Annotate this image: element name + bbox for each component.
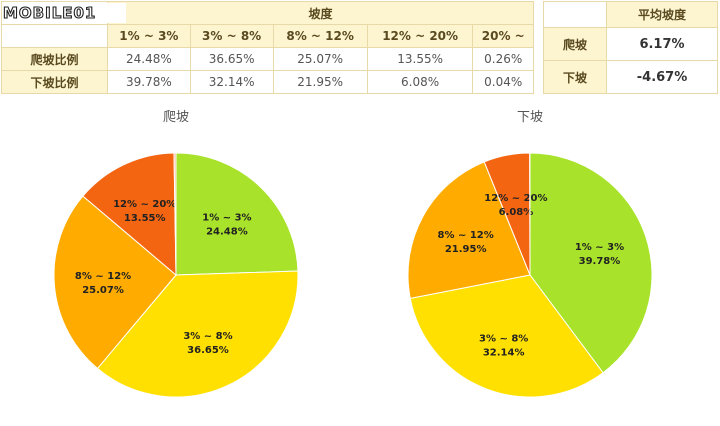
slice-category-label: 12% ~ 20% <box>484 193 547 204</box>
table-cell: 0.04% <box>472 70 534 94</box>
slice-value-label: 6.08% <box>499 207 534 218</box>
slice-value-label: 36.65% <box>187 345 229 356</box>
slice-value-label: 39.78% <box>579 256 621 267</box>
pie-slice <box>53 195 177 370</box>
slope-table: 坡度 1% ~ 3% 3% ~ 8% 8% ~ 12% 12% ~ 20% 20… <box>1 1 534 94</box>
pie-chart-2: 下坡 1% ~ 3% 39.78% 3% ~ 8% 32.14% 8% ~ 12% 21.9… <box>407 110 653 398</box>
slice-category-label: 1% ~ 3% <box>202 212 251 223</box>
table-row: 爬坡 6.17% <box>543 27 718 61</box>
slice-category-label: 8% ~ 12% <box>75 271 131 282</box>
pie-slice <box>175 152 299 276</box>
pie-title: 下坡 <box>517 110 543 125</box>
slice-value-label: 13.55% <box>124 213 166 224</box>
column-header: 8% ~ 12% <box>272 24 368 48</box>
slice-category-label: 8% ~ 12% <box>438 230 494 241</box>
avg-header: 平均坡度 <box>606 1 718 28</box>
avg-value-descent: -4.67% <box>606 60 718 94</box>
slope-group-header: 坡度 <box>107 1 534 25</box>
slice-value-label: 25.07% <box>82 285 124 296</box>
slice-category-label: 1% ~ 3% <box>575 242 624 253</box>
pie-slice <box>409 274 604 398</box>
slice-category-label: 3% ~ 8% <box>183 331 232 342</box>
pie-chart-1: 爬坡 1% ~ 3% 24.48% 3% ~ 8% 36.65% 8% ~ 12% 25.0… <box>53 110 299 398</box>
pie-slice <box>96 270 299 398</box>
table-cell: 0.26% <box>472 47 534 71</box>
column-header: 1% ~ 3% <box>107 24 191 48</box>
pie-slice <box>82 152 177 277</box>
slice-value-label: 24.48% <box>206 226 248 237</box>
slice-category-label: 3% ~ 8% <box>479 333 528 344</box>
column-header: 3% ~ 8% <box>189 24 274 48</box>
slice-value-label: 32.14% <box>483 347 525 358</box>
blank-header-cell <box>1 24 108 48</box>
pie-slice <box>173 152 177 276</box>
table-row: 下坡 -4.67% <box>543 60 718 94</box>
pie-title: 爬坡 <box>163 110 189 125</box>
table-cell: 6.08% <box>366 70 474 94</box>
table-cell: 32.14% <box>189 70 274 94</box>
table-cell: 13.55% <box>366 47 474 71</box>
table-row: 下坡比例 39.78% 32.14% 21.95% 6.08% 0.04% <box>1 70 534 94</box>
row-header-descent: 下坡比例 <box>1 70 108 94</box>
slope-column-header-row: 1% ~ 3% 3% ~ 8% 8% ~ 12% 12% ~ 20% 20% ~ <box>1 24 534 48</box>
mobile01-logo: MOBILE01 <box>2 3 126 23</box>
logo-text: MOBILE01 <box>3 4 96 22</box>
pie-slice <box>407 161 531 299</box>
avg-row-header-descent: 下坡 <box>543 60 607 94</box>
pie-slice <box>529 152 653 374</box>
avg-row-header-climb: 爬坡 <box>543 27 607 61</box>
table-cell: 39.78% <box>107 70 191 94</box>
avg-header-row: 平均坡度 <box>543 1 718 28</box>
table-cell: 21.95% <box>272 70 368 94</box>
slice-value-label: 21.95% <box>445 244 487 255</box>
column-header: 12% ~ 20% <box>366 24 474 48</box>
slice-category-label: 12% ~ 20% <box>113 199 176 210</box>
avg-value-climb: 6.17% <box>606 27 718 61</box>
blank-header-cell <box>543 1 607 28</box>
row-header-climb: 爬坡比例 <box>1 47 108 71</box>
table-cell: 36.65% <box>189 47 274 71</box>
column-header: 20% ~ <box>472 24 534 48</box>
average-slope-table: 平均坡度 爬坡 6.17% 下坡 -4.67% <box>543 1 718 94</box>
